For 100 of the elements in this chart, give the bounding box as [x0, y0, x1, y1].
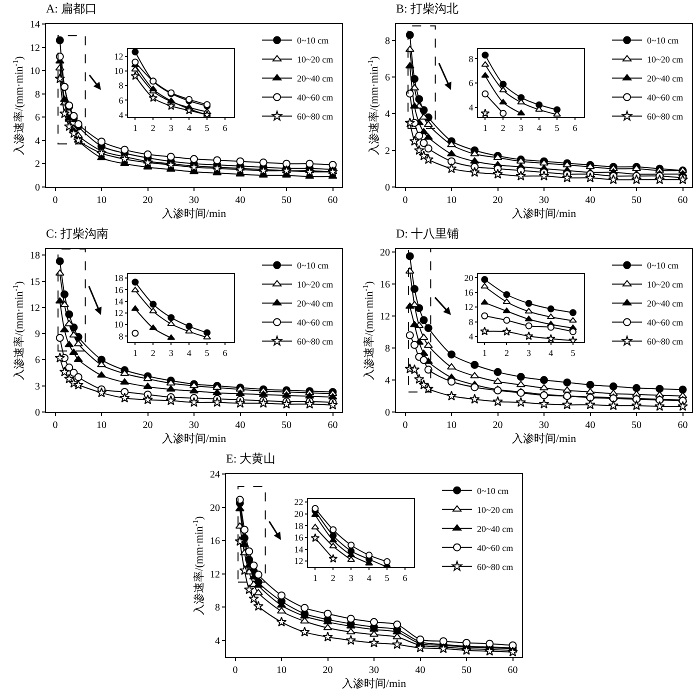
x-tick-label: 3	[168, 348, 174, 358]
x-tick-label: 40	[235, 195, 246, 206]
legend-label: 10~20 cm	[477, 504, 514, 515]
x-tick-label: 30	[369, 665, 379, 676]
y-tick-label: 12	[114, 308, 124, 318]
x-tick-label: 10	[446, 420, 456, 431]
legend-label: 0~10 cm	[477, 486, 509, 496]
y-tick-label: 8	[385, 36, 390, 47]
x-tick-label: 10	[446, 195, 456, 206]
x-tick-label: 3	[526, 348, 532, 358]
x-tick-label: 60	[328, 195, 338, 206]
y-tick-label: 18	[114, 273, 124, 284]
legend-label: 0~10 cm	[297, 260, 329, 271]
y-tick-label: 18	[294, 520, 304, 531]
x-tick-label: 1	[132, 348, 138, 358]
y-tick-label: 8	[118, 331, 124, 342]
legend-label: 60~80 cm	[297, 112, 334, 122]
y-tick-label: 14	[294, 544, 304, 554]
x-tick-label: 20	[492, 420, 503, 431]
legend-label: 10~20 cm	[297, 54, 334, 65]
x-tick-label: 10	[96, 195, 106, 206]
y-tick-label: 12	[294, 556, 304, 566]
x-tick-label: 30	[189, 420, 199, 431]
y-tick-label: 8	[35, 89, 40, 100]
y-tick-label: 12	[114, 51, 124, 62]
x-tick-label: 2	[500, 122, 506, 133]
x-tick-label: 3	[518, 122, 524, 133]
y-tick-label: 8	[468, 54, 474, 64]
chart-title: A: 扁都口	[46, 1, 97, 16]
legend-label: 0~10 cm	[297, 36, 329, 46]
legend-label: 20~40 cm	[297, 74, 334, 84]
y-tick-label: 6	[35, 355, 40, 366]
chart-title: E: 大黄山	[226, 451, 276, 466]
x-tick-label: 20	[322, 665, 333, 676]
legend-label: 20~40 cm	[477, 524, 514, 534]
x-tick-label: 20	[142, 195, 153, 206]
y-tick-label: 16	[114, 284, 124, 295]
x-tick-label: 4	[536, 122, 542, 133]
x-tick-label: 20	[142, 420, 153, 431]
x-tick-label: 60	[678, 195, 688, 206]
x-tick-label: 2	[150, 122, 156, 133]
y-tick-label: 12	[380, 312, 390, 323]
x-tick-label: 10	[276, 665, 286, 676]
legend-label: 0~10 cm	[647, 260, 679, 271]
y-tick-label: 16	[294, 532, 304, 543]
legend-label: 60~80 cm	[647, 112, 684, 122]
y-tick-label: 20	[464, 272, 474, 283]
x-tick-label: 4	[186, 122, 192, 133]
legend-label: 0~10 cm	[647, 36, 679, 46]
y-tick-label: 16	[380, 280, 390, 291]
x-tick-label: 60	[508, 665, 518, 676]
x-axis-title: 入渗时间/min	[512, 207, 577, 220]
x-tick-label: 5	[570, 348, 576, 358]
y-tick-label: 9	[35, 329, 40, 340]
y-tick-label: 8	[215, 602, 220, 614]
x-tick-label: 40	[585, 420, 596, 431]
x-tick-label: 4	[366, 572, 372, 583]
x-tick-label: 50	[632, 195, 642, 206]
y-tick-label: 4	[215, 636, 220, 647]
x-axis-title: 入渗时间/min	[342, 677, 407, 690]
y-tick-label: 20	[380, 248, 390, 259]
y-tick-label: 4	[468, 102, 474, 112]
legend-label: 10~20 cm	[647, 280, 684, 290]
y-tick-label: 24	[210, 470, 220, 480]
x-tick-label: 10	[96, 420, 106, 431]
x-tick-label: 5	[204, 348, 210, 358]
y-tick-label: 10	[114, 320, 124, 330]
x-tick-label: 3	[168, 122, 174, 133]
legend-label: 20~40 cm	[297, 298, 334, 309]
x-tick-label: 2	[150, 348, 156, 358]
x-tick-label: 5	[554, 122, 560, 133]
y-tick-label: 8	[118, 80, 124, 91]
x-tick-label: 1	[132, 122, 138, 133]
legend-label: 10~20 cm	[647, 54, 684, 65]
y-tick-label: 0	[385, 182, 390, 194]
legend-label: 40~60 cm	[297, 92, 334, 103]
x-tick-label: 6	[222, 348, 228, 358]
x-tick-label: 1	[312, 572, 318, 583]
legend-label: 40~60 cm	[297, 318, 334, 328]
y-tick-label: 6	[385, 72, 390, 84]
y-tick-label: 0	[385, 408, 390, 418]
x-tick-label: 6	[402, 572, 408, 583]
y-tick-label: 2	[385, 146, 390, 157]
y-tick-label: 0	[35, 408, 40, 418]
x-tick-label: 50	[462, 665, 472, 676]
y-tick-label: 12	[30, 302, 40, 314]
x-tick-label: 0	[402, 195, 408, 206]
x-tick-label: 0	[402, 420, 408, 431]
y-tick-label: 0	[35, 182, 40, 194]
y-tick-label: 16	[210, 536, 220, 548]
legend-label: 20~40 cm	[647, 298, 684, 309]
y-tick-label: 4	[35, 136, 40, 147]
y-tick-label: 10	[114, 66, 124, 76]
y-tick-label: 14	[30, 20, 40, 30]
x-tick-label: 4	[186, 348, 192, 358]
y-tick-label: 16	[464, 288, 474, 298]
y-tick-label: 20	[294, 508, 304, 519]
y-tick-label: 8	[468, 316, 474, 327]
legend-label: 60~80 cm	[647, 336, 684, 347]
y-tick-label: 4	[468, 332, 474, 342]
